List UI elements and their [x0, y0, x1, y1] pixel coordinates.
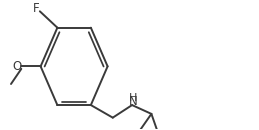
Text: O: O: [12, 60, 22, 73]
Text: H: H: [129, 93, 138, 103]
Text: N: N: [129, 95, 138, 108]
Text: F: F: [33, 2, 39, 15]
